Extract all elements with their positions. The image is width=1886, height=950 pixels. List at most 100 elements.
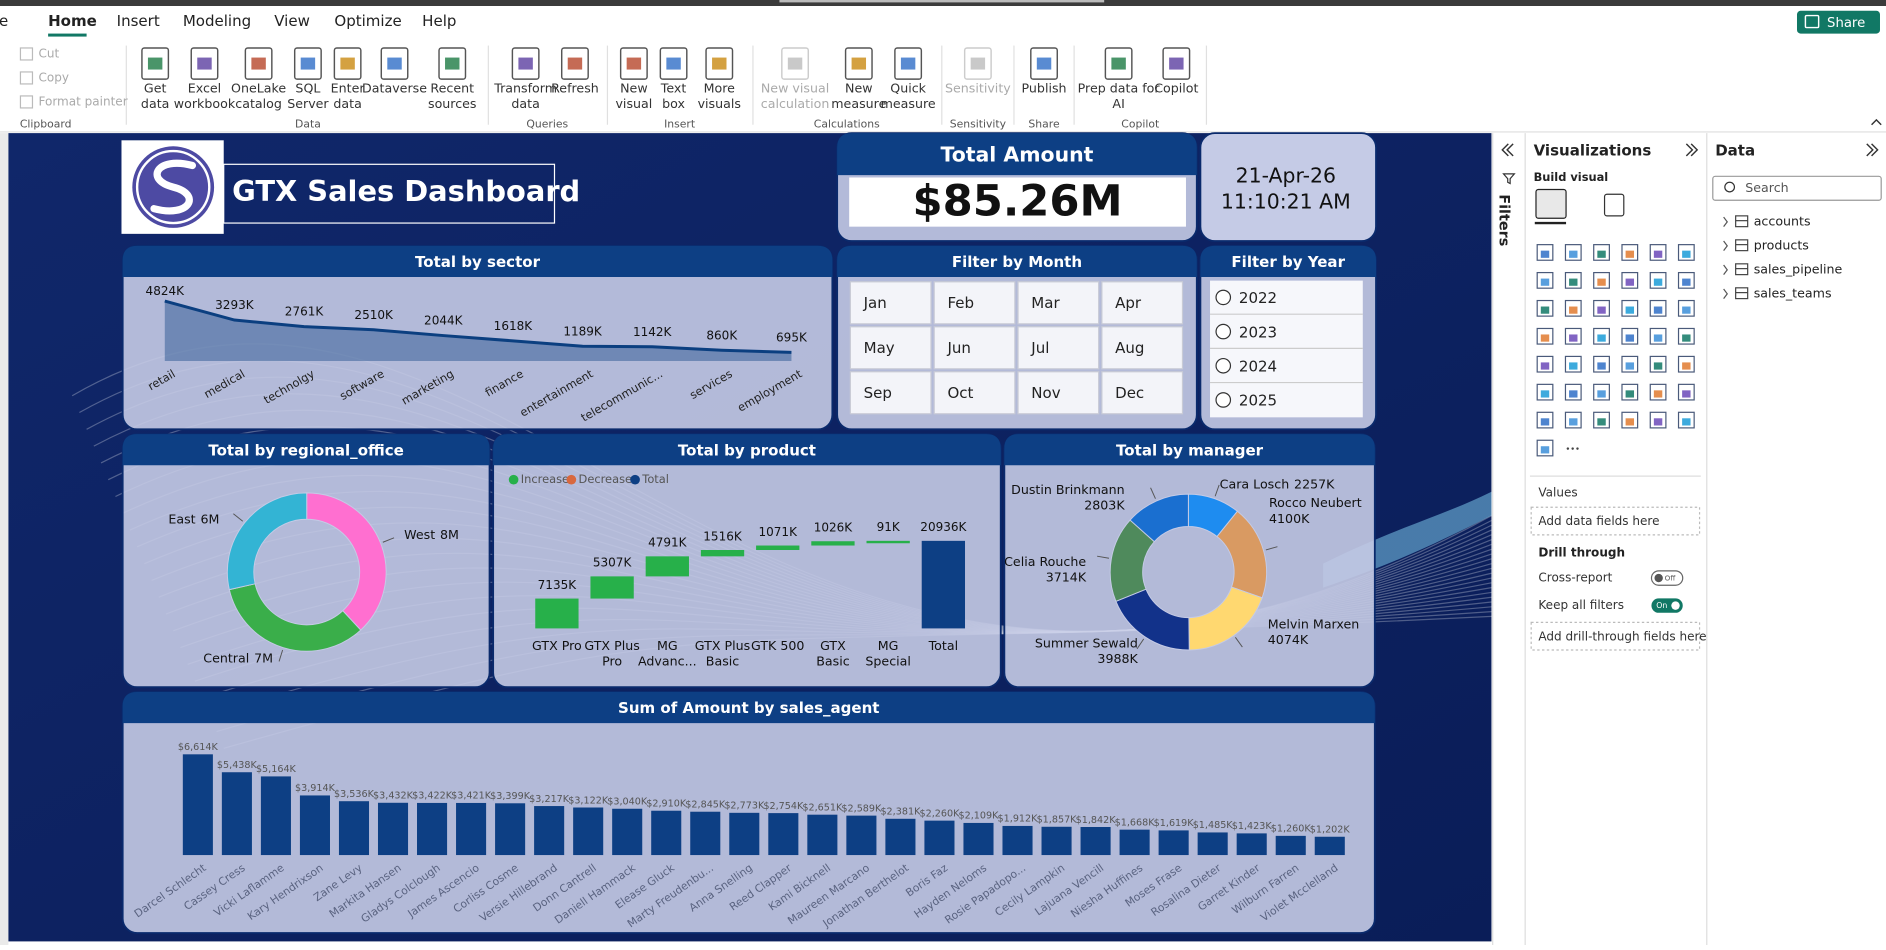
- month-button[interactable]: [1017, 371, 1100, 415]
- month-label[interactable]: Nov: [1031, 384, 1060, 402]
- ribbon-tab[interactable]: Modeling: [183, 12, 251, 30]
- ribbon-button[interactable]: OneLake catalog: [231, 81, 287, 112]
- visual-type-icon[interactable]: [1564, 271, 1582, 289]
- year-radio[interactable]: [1215, 323, 1232, 340]
- ribbon-button[interactable]: Quick measure: [880, 81, 936, 112]
- visual-type-icon[interactable]: [1593, 411, 1610, 429]
- month-label[interactable]: Aug: [1115, 339, 1144, 357]
- month-button[interactable]: [1101, 326, 1184, 370]
- ribbon-button[interactable]: Excel workbook: [173, 81, 236, 112]
- visual-type-icon[interactable]: [1621, 244, 1639, 261]
- search-box[interactable]: [1712, 175, 1882, 201]
- year-radio[interactable]: [1215, 357, 1232, 374]
- clipboard-button[interactable]: Cut: [38, 46, 59, 60]
- visual-type-icon[interactable]: [1649, 327, 1667, 345]
- visual-type-icon[interactable]: [1649, 271, 1667, 289]
- visual-type-icon[interactable]: [1677, 327, 1695, 345]
- visual-type-icon[interactable]: [1536, 355, 1554, 373]
- visual-type-icon[interactable]: [1621, 299, 1639, 317]
- month-label[interactable]: Oct: [947, 384, 973, 402]
- visual-type-icon[interactable]: [1564, 244, 1582, 261]
- ribbon-tab[interactable]: File: [0, 12, 8, 30]
- visual-type-icon[interactable]: [1649, 411, 1667, 429]
- ribbon-button[interactable]: Text box: [660, 81, 687, 112]
- ribbon-button[interactable]: Copilot: [1154, 81, 1199, 96]
- legend-label[interactable]: Total: [641, 472, 669, 486]
- month-label[interactable]: Feb: [947, 294, 974, 312]
- month-button[interactable]: [933, 326, 1016, 370]
- ribbon-tab[interactable]: Help: [422, 12, 456, 30]
- legend-label[interactable]: Increase: [521, 472, 569, 486]
- ribbon-button[interactable]: Transform data: [494, 81, 558, 112]
- month-button[interactable]: [849, 326, 932, 370]
- collapse-ribbon[interactable]: [1871, 118, 1882, 126]
- year-label[interactable]: 2025: [1239, 392, 1277, 410]
- month-label[interactable]: Sep: [864, 384, 892, 402]
- visual-type-icon[interactable]: [1564, 411, 1582, 429]
- visual-type-icon[interactable]: [1593, 327, 1610, 345]
- year-radio[interactable]: [1215, 289, 1232, 306]
- ribbon-button[interactable]: Recent sources: [427, 81, 477, 112]
- visual-type-icon[interactable]: [1593, 383, 1610, 401]
- visual-type-icon[interactable]: [1677, 355, 1695, 373]
- month-label[interactable]: Apr: [1115, 294, 1142, 312]
- table-name[interactable]: accounts: [1754, 213, 1811, 228]
- visual-type-icon[interactable]: [1536, 244, 1554, 261]
- ribbon-button[interactable]: SQL Server: [287, 81, 329, 112]
- visual-type-icon[interactable]: [1677, 299, 1695, 317]
- month-label[interactable]: May: [864, 339, 895, 357]
- visual-type-icon[interactable]: [1649, 299, 1667, 317]
- ribbon-button[interactable]: More visuals: [697, 81, 741, 112]
- visual-type-icon[interactable]: [1621, 383, 1639, 401]
- build-visual-tab[interactable]: [1535, 188, 1567, 219]
- month-label[interactable]: Jul: [1030, 339, 1049, 357]
- clipboard-button[interactable]: Copy: [38, 70, 68, 84]
- year-label[interactable]: 2022: [1239, 289, 1277, 307]
- year-label[interactable]: 2024: [1239, 357, 1277, 375]
- year-radio[interactable]: [1215, 392, 1232, 408]
- visual-type-icon[interactable]: [1536, 383, 1554, 401]
- ribbon-button[interactable]: Dataverse: [362, 81, 427, 96]
- visual-type-icon[interactable]: [1593, 355, 1610, 373]
- visual-type-icon[interactable]: [1564, 355, 1582, 373]
- clipboard-button[interactable]: Format painter: [38, 94, 127, 108]
- ribbon-tab[interactable]: Optimize: [334, 12, 401, 30]
- visual-type-icon[interactable]: [1649, 244, 1667, 261]
- share-label[interactable]: Share: [1827, 16, 1865, 31]
- drill-well[interactable]: [1530, 621, 1701, 651]
- month-button[interactable]: [933, 281, 1016, 325]
- values-well[interactable]: [1530, 506, 1701, 536]
- visual-type-icon[interactable]: [1621, 327, 1639, 345]
- collapse-filters[interactable]: [1501, 143, 1514, 157]
- visual-type-icon[interactable]: [1677, 383, 1695, 401]
- month-button[interactable]: [1017, 326, 1100, 370]
- visual-type-icon[interactable]: [1564, 299, 1582, 317]
- month-button[interactable]: [1101, 281, 1184, 325]
- visual-type-icon[interactable]: [1536, 271, 1554, 289]
- month-button[interactable]: [1017, 281, 1100, 325]
- visual-type-icon[interactable]: [1536, 327, 1554, 345]
- expand-pane[interactable]: [1866, 143, 1879, 157]
- month-label[interactable]: Mar: [1031, 294, 1060, 312]
- expand-chevron[interactable]: [1723, 216, 1728, 228]
- visual-type-icon[interactable]: [1564, 383, 1582, 401]
- visual-type-icon[interactable]: [1593, 299, 1610, 317]
- visual-type-icon[interactable]: [1536, 299, 1554, 317]
- ribbon-tab[interactable]: Home: [48, 12, 97, 30]
- expand-chevron[interactable]: [1723, 240, 1728, 252]
- visual-type-icon[interactable]: [1536, 411, 1554, 429]
- ribbon-button[interactable]: Get data: [140, 81, 170, 112]
- filters-title[interactable]: Filters: [1496, 194, 1512, 246]
- visual-type-icon[interactable]: [1621, 355, 1639, 373]
- legend-label[interactable]: Decrease: [579, 472, 632, 486]
- month-button[interactable]: [849, 281, 932, 325]
- ribbon-tab[interactable]: View: [274, 12, 310, 30]
- ribbon-button[interactable]: Publish: [1021, 81, 1067, 96]
- expand-pane[interactable]: [1685, 143, 1699, 157]
- month-label[interactable]: Dec: [1115, 384, 1144, 402]
- visual-type-icon[interactable]: [1649, 383, 1667, 401]
- month-label[interactable]: Jan: [863, 294, 887, 312]
- ribbon-button[interactable]: New visual calculation: [760, 81, 830, 112]
- month-button[interactable]: [1101, 371, 1184, 415]
- expand-chevron[interactable]: [1723, 264, 1728, 275]
